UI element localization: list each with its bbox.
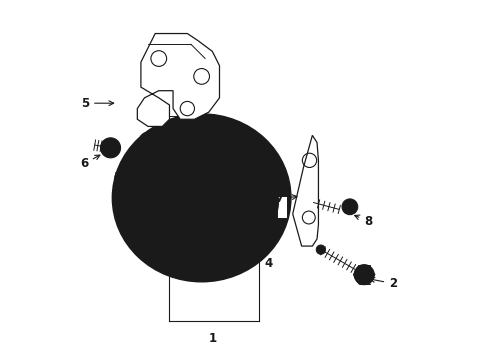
Text: 6: 6 [80,155,100,170]
Ellipse shape [112,114,290,282]
Text: 8: 8 [354,215,372,228]
Text: 5: 5 [81,97,113,110]
Polygon shape [137,33,219,126]
Text: 7: 7 [274,192,296,205]
Circle shape [115,168,135,188]
Circle shape [353,265,373,285]
Circle shape [196,160,278,243]
Text: 4: 4 [257,249,272,270]
Text: 2: 2 [369,277,396,290]
Circle shape [341,199,357,215]
Polygon shape [292,135,318,246]
Text: 1: 1 [208,332,216,345]
Circle shape [101,138,121,158]
Polygon shape [276,196,287,217]
Text: 3: 3 [115,182,125,209]
Circle shape [224,189,249,214]
Circle shape [316,245,325,254]
